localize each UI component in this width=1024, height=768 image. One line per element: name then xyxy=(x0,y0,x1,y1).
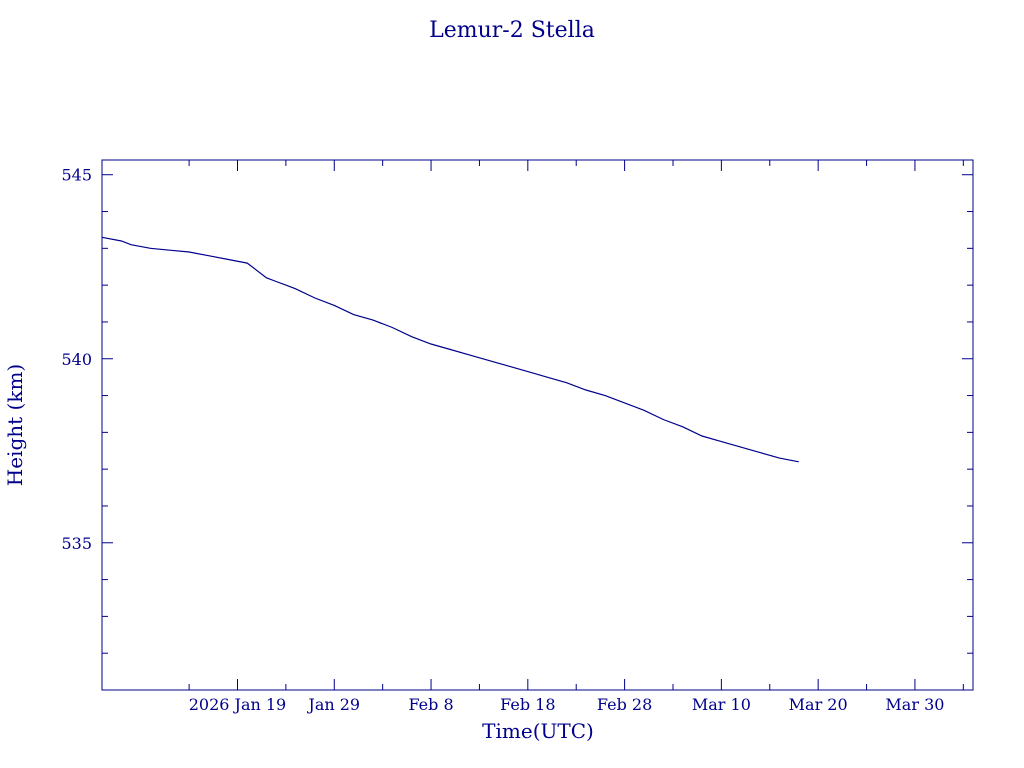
x-tick-label: Feb 28 xyxy=(597,695,652,714)
x-axis-label: Time(UTC) xyxy=(482,719,594,743)
y-tick-label: 540 xyxy=(61,350,92,369)
x-tick-label: Mar 20 xyxy=(789,695,848,714)
y-axis-label: Height (km) xyxy=(3,364,27,486)
series-lines xyxy=(101,236,799,463)
x-tick-label: 2026 Jan 19 xyxy=(189,695,287,714)
x-tick-label: Feb 18 xyxy=(500,695,555,714)
x-tick-label: Feb 8 xyxy=(408,695,453,714)
x-tick-label: Mar 30 xyxy=(885,695,944,714)
x-ticks: 2026 Jan 19 Jan 29 Feb 8 Feb 18 Feb 28 Mar 10… xyxy=(188,160,964,714)
y-ticks: 535 540 545 xyxy=(61,166,973,654)
plot-frame xyxy=(101,159,974,691)
series-line xyxy=(101,236,799,463)
x-tick-label: Jan 29 xyxy=(306,695,360,714)
chart-title: Lemur-2 Stella xyxy=(429,18,595,43)
x-tick-label: Mar 10 xyxy=(692,695,751,714)
y-tick-label: 545 xyxy=(61,166,92,185)
y-tick-label: 535 xyxy=(61,534,92,553)
